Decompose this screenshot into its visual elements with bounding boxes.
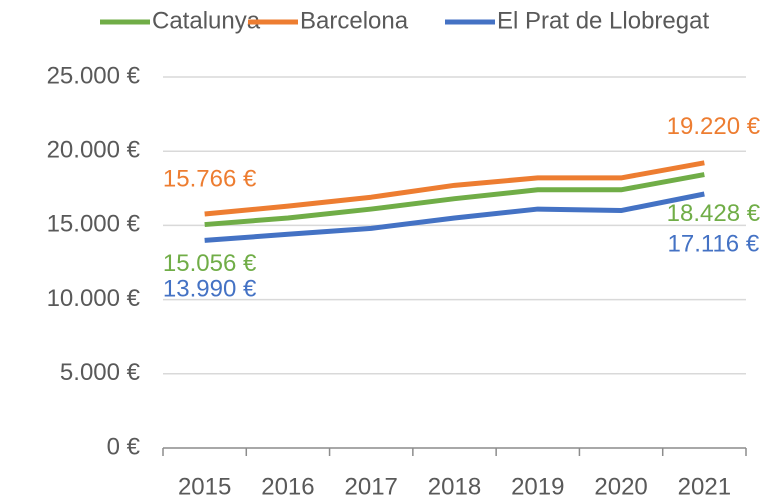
y-tick-label: 10.000 € bbox=[47, 285, 141, 312]
legend-label: El Prat de Llobregat bbox=[497, 7, 709, 34]
data-label: 19.220 € bbox=[667, 113, 761, 140]
data-label: 13.990 € bbox=[163, 276, 257, 303]
data-label: 18.428 € bbox=[667, 200, 761, 227]
series-line bbox=[204, 172, 705, 228]
data-label: 15.766 € bbox=[163, 165, 257, 192]
data-label: 15.056 € bbox=[163, 250, 257, 277]
x-tick-label: 2016 bbox=[261, 473, 314, 500]
y-tick-label: 20.000 € bbox=[47, 137, 141, 164]
data-label: 17.116 € bbox=[668, 230, 760, 257]
x-tick-label: 2017 bbox=[345, 473, 398, 500]
x-tick-label: 2020 bbox=[594, 473, 647, 500]
legend-label: Catalunya bbox=[152, 7, 261, 34]
x-tick-label: 2018 bbox=[428, 473, 481, 500]
x-tick-label: 2021 bbox=[678, 473, 731, 500]
y-tick-label: 25.000 € bbox=[47, 62, 141, 89]
y-tick-label: 5.000 € bbox=[60, 359, 141, 386]
y-tick-label: 0 € bbox=[107, 433, 141, 460]
x-tick-label: 2015 bbox=[178, 473, 231, 500]
series-line bbox=[204, 191, 705, 243]
series-line bbox=[204, 160, 705, 217]
y-tick-label: 15.000 € bbox=[47, 211, 141, 238]
x-tick-label: 2019 bbox=[511, 473, 564, 500]
legend-label: Barcelona bbox=[300, 7, 409, 34]
